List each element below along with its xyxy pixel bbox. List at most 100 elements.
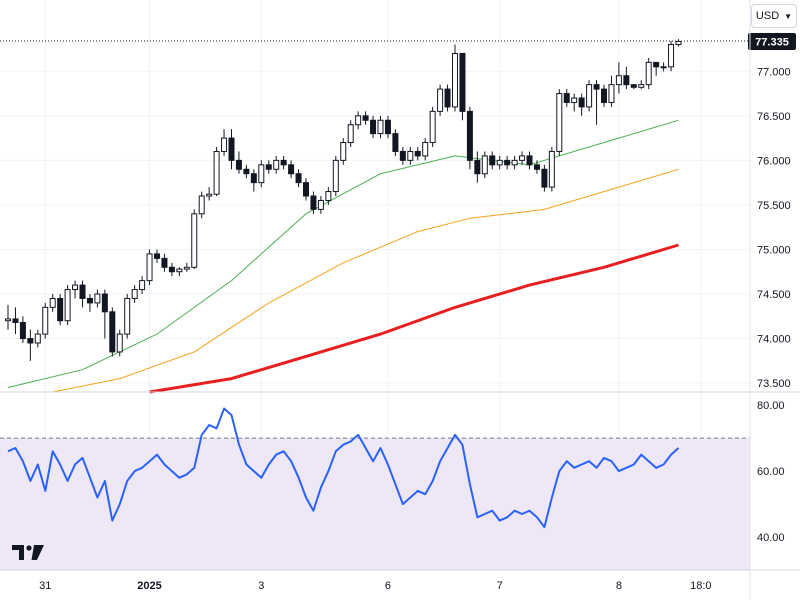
currency-label: USD bbox=[755, 10, 780, 22]
candle bbox=[601, 84, 607, 107]
time-axis[interactable]: 31 2025 3 6 7 8 18:0 bbox=[39, 580, 711, 592]
candle bbox=[235, 151, 242, 174]
candle bbox=[288, 160, 295, 179]
chevron-down-icon: ▼ bbox=[784, 11, 793, 21]
candle bbox=[548, 147, 555, 192]
candle bbox=[168, 262, 175, 277]
candle bbox=[556, 89, 563, 156]
candle bbox=[79, 280, 86, 308]
candle bbox=[347, 120, 354, 147]
last-price-tag: 77.335 bbox=[748, 33, 796, 50]
candle bbox=[101, 289, 108, 339]
time-tick-label: 8 bbox=[616, 580, 622, 592]
candle bbox=[213, 147, 220, 196]
candle bbox=[466, 106, 473, 170]
candle bbox=[519, 151, 526, 165]
candle bbox=[295, 169, 302, 188]
candle bbox=[414, 147, 421, 161]
candle bbox=[191, 209, 198, 270]
candle bbox=[422, 138, 429, 161]
candle bbox=[593, 80, 600, 125]
time-tick-label: 31 bbox=[39, 580, 51, 592]
candle bbox=[645, 57, 652, 90]
candle bbox=[131, 285, 138, 303]
candle bbox=[608, 75, 615, 107]
time-tick-label: 7 bbox=[497, 580, 503, 592]
rsi-pane bbox=[0, 407, 750, 571]
candle bbox=[399, 147, 406, 165]
time-tick-label: 18:0 bbox=[690, 580, 711, 592]
candle bbox=[437, 84, 444, 116]
candle bbox=[49, 294, 56, 312]
candle bbox=[459, 52, 466, 121]
candle bbox=[355, 111, 362, 130]
candle bbox=[675, 39, 682, 47]
price-tick-label: 76.000 bbox=[757, 155, 791, 167]
candle bbox=[5, 304, 11, 330]
candle bbox=[27, 329, 34, 361]
candle bbox=[660, 62, 667, 72]
candle bbox=[586, 80, 593, 112]
time-tick-label: 3 bbox=[258, 580, 264, 592]
candle bbox=[474, 151, 481, 183]
candle bbox=[571, 93, 578, 112]
candle bbox=[154, 249, 160, 263]
candle bbox=[34, 329, 41, 348]
candle bbox=[325, 187, 332, 205]
candle bbox=[176, 267, 183, 277]
candle bbox=[377, 115, 384, 139]
candle bbox=[258, 160, 265, 188]
candle bbox=[265, 160, 272, 174]
candle bbox=[340, 138, 347, 165]
price-tick-label: 73.500 bbox=[757, 378, 791, 390]
candle bbox=[630, 84, 637, 90]
candle bbox=[94, 289, 101, 308]
time-tick-label: 2025 bbox=[137, 580, 161, 592]
candle bbox=[116, 329, 123, 357]
rsi-tick-label: 60.00 bbox=[757, 466, 785, 478]
candle bbox=[541, 164, 548, 192]
candle bbox=[407, 147, 414, 165]
currency-selector[interactable]: USD ▼ bbox=[751, 4, 797, 28]
price-tick-label: 74.000 bbox=[757, 334, 791, 346]
candle bbox=[273, 155, 280, 174]
candle bbox=[243, 164, 250, 179]
candle bbox=[250, 169, 257, 192]
candle bbox=[310, 191, 317, 214]
candle bbox=[444, 84, 451, 112]
rsi-line bbox=[7, 407, 680, 529]
candle bbox=[429, 106, 436, 147]
candle bbox=[392, 129, 399, 156]
candle bbox=[638, 80, 645, 90]
price-tick-label: 76.500 bbox=[757, 111, 791, 123]
candle bbox=[623, 66, 630, 90]
rsi-band bbox=[0, 438, 750, 570]
candle bbox=[72, 280, 79, 299]
rsi-axis[interactable]: 40.00 60.00 80.00 bbox=[757, 400, 785, 544]
candle bbox=[533, 160, 540, 174]
candle bbox=[42, 302, 49, 339]
candle bbox=[452, 44, 458, 112]
candle bbox=[64, 285, 71, 326]
candle bbox=[489, 151, 496, 170]
candle bbox=[481, 151, 488, 179]
candle bbox=[332, 155, 339, 196]
price-tick-label: 75.000 bbox=[757, 244, 791, 256]
candle bbox=[511, 155, 518, 170]
candle bbox=[496, 155, 503, 170]
candle bbox=[221, 129, 228, 156]
candle bbox=[578, 93, 585, 116]
candle bbox=[370, 115, 377, 139]
price-tick-label: 77.000 bbox=[757, 66, 791, 78]
candle bbox=[317, 196, 324, 214]
candle bbox=[86, 294, 93, 312]
candlestick-series bbox=[5, 39, 682, 361]
tradingview-logo-icon bbox=[12, 545, 44, 560]
candle bbox=[12, 307, 19, 335]
candle bbox=[109, 307, 116, 357]
candle bbox=[653, 61, 660, 76]
ma-mid-line bbox=[52, 168, 679, 393]
price-tick-label: 75.500 bbox=[757, 200, 791, 212]
price-axis[interactable]: 73.500 74.000 74.500 75.000 75.500 76.000 76.5… bbox=[757, 66, 791, 390]
